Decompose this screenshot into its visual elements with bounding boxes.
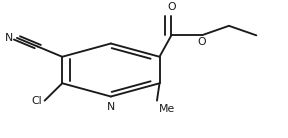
Text: Me: Me xyxy=(159,104,175,114)
Text: N: N xyxy=(107,102,115,112)
Text: O: O xyxy=(197,37,206,47)
Text: Cl: Cl xyxy=(31,96,42,106)
Text: O: O xyxy=(167,2,176,12)
Text: N: N xyxy=(4,33,13,43)
